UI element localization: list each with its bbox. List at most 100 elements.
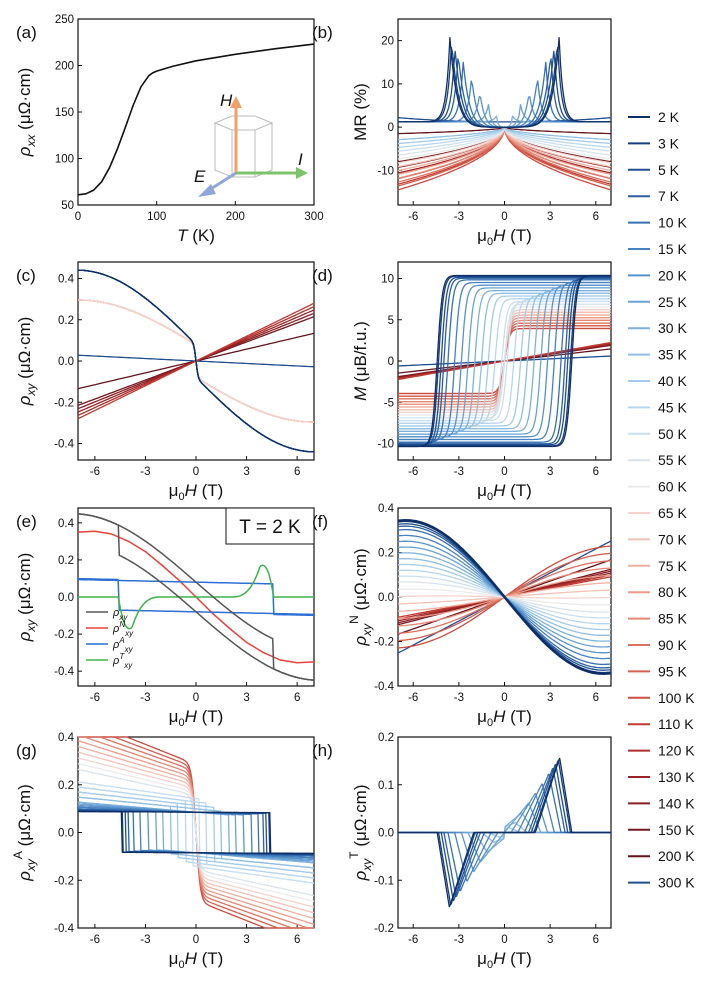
x-tick-label: 6: [593, 692, 599, 704]
y-tick-label: -0.4: [54, 666, 74, 678]
x-tick-label: -3: [454, 934, 464, 946]
magnetization-branch-down-5K: [398, 276, 611, 446]
inset-label-e: E: [194, 167, 206, 186]
panel-label: (d): [312, 266, 333, 285]
x-tick-label: 0: [501, 934, 507, 946]
x-tick-label: 3: [243, 466, 249, 478]
inset-label-i: I: [298, 150, 303, 169]
legend-label: 30 K: [658, 320, 687, 336]
y-tick-label: -10: [377, 439, 394, 451]
magnetization-branch-down-30K: [398, 289, 611, 433]
x-tick-label: -6: [90, 466, 100, 478]
x-tick-label: -6: [408, 692, 418, 704]
x-axis-title: T (K): [177, 226, 215, 245]
magnetization-branch-up-7K: [398, 277, 611, 445]
x-axis-title: μ0H (T): [477, 481, 532, 503]
rho-t-curve-2K: [398, 757, 611, 908]
x-tick-label: 200: [226, 211, 245, 223]
legend-label: 100 K: [658, 690, 695, 706]
x-tick-label: 0: [193, 934, 199, 946]
legend-item: 300 K: [628, 875, 695, 891]
legend-label: 150 K: [658, 822, 695, 838]
legend-item: 20 K: [628, 267, 687, 283]
panel-label: (a): [16, 23, 37, 42]
y-tick-label: 0.2: [378, 548, 394, 560]
mr-curve-75K: [397, 126, 612, 172]
panel-a: 0 100 200 300 50 100 150 200 250 (a) T (K) ρxx (μΩ·…: [15, 14, 324, 245]
legend-item: 2 K: [628, 109, 680, 125]
x-tick-label: 6: [593, 211, 599, 223]
x-tick-label: 6: [593, 466, 599, 478]
panel-label: (e): [16, 512, 37, 531]
panel-e: -6 -3 0 3 6 -0.4 -0.2 0.0 0.2 0.4 (e) μ0H (T) ρxy (μ…: [15, 507, 315, 729]
magnetization-branch-down-55K: [398, 303, 611, 419]
x-tick-label: 6: [294, 466, 300, 478]
x-tick-label: -3: [140, 934, 150, 946]
x-tick-label: -3: [454, 466, 464, 478]
y-tick-label: -0.1: [374, 875, 394, 887]
legend-item: 120 K: [628, 743, 695, 759]
y-tick-label: 0: [388, 356, 394, 368]
legend-item: 200 K: [628, 848, 695, 864]
legend-label: 65 K: [658, 505, 687, 521]
x-axis-title: μ0H (T): [477, 949, 532, 971]
y-tick-label: 0.2: [58, 780, 74, 792]
x-tick-label: -6: [90, 692, 100, 704]
magnetization-branch-down-25K: [398, 287, 611, 435]
legend-label: 25 K: [658, 294, 687, 310]
panel-label: (f): [312, 512, 328, 531]
y-axis-title: ρxyN (μΩ·cm): [347, 548, 374, 646]
y-tick-label: 0.4: [58, 274, 75, 286]
hexagonal-prism: [213, 115, 274, 178]
mr-curve-5K: [398, 50, 611, 128]
rho-a-branch-down-2K: [78, 810, 314, 855]
panel-f: -6 -3 0 3 6 -0.4 -0.2 0.0 0.2 0.4 (f) μ0H (T) ρxyN (…: [312, 503, 612, 729]
legend-item: 30 K: [628, 320, 687, 336]
rho-a-curve-55K: [77, 768, 315, 897]
magnetization-branch-down-2K: [398, 274, 611, 448]
legend-entry: ρTxy: [112, 652, 133, 670]
y-tick-label: 0.0: [378, 828, 394, 840]
panel-h: -6 -3 0 3 6 -0.2 -0.1 0.0 0.1 0.2 (h) μ0H (T) ρxyT (…: [312, 732, 612, 971]
legend-item: 70 K: [628, 531, 687, 547]
temperature-legend: 2 K 3 K 5 K 7 K 10 K 15 K 20 K 25 K 30 K 35 K 40 K…: [628, 109, 695, 891]
x-tick-label: -6: [408, 466, 418, 478]
panel-g: -6 -3 0 3 6 -0.4 -0.2 0.0 0.2 0.4 (g) μ0H (T) ρxyA (…: [11, 732, 315, 971]
legend-label: 3 K: [658, 135, 680, 151]
y-tick-label: -0.4: [54, 439, 74, 451]
legend-label: 40 K: [658, 373, 687, 389]
legend-item: 7 K: [628, 188, 680, 204]
mr-curve-90K: [397, 126, 612, 183]
y-axis-title: ρxy (μΩ·cm): [15, 317, 38, 407]
y-tick-label: 250: [55, 14, 74, 26]
y-axis-title: MR (%): [351, 83, 370, 141]
legend-item: 65 K: [628, 505, 687, 521]
legend-label: 70 K: [658, 531, 687, 547]
x-tick-label: 0: [75, 211, 81, 223]
y-tick-label: 0.0: [58, 828, 74, 840]
panel-d: -6 -3 0 3 6 -10 -5 0 5 10 (d) μ0H (T) M (μB/f.u.): [312, 261, 612, 503]
x-tick-label: 0: [501, 211, 507, 223]
y-tick-label: -0.4: [374, 681, 394, 693]
y-tick-label: -0.2: [54, 875, 74, 887]
legend-label: 20 K: [658, 267, 687, 283]
mr-curve-7K: [398, 58, 611, 128]
x-tick-label: 6: [294, 934, 300, 946]
y-tick-label: -5: [384, 397, 394, 409]
y-tick-label: -0.4: [54, 923, 74, 935]
y-tick-label: 0.1: [378, 780, 394, 792]
x-tick-label: 6: [593, 934, 599, 946]
magnetization-branch-up-2K: [398, 274, 611, 448]
x-tick-label: -6: [408, 211, 418, 223]
magnetization-branch-down-7K: [398, 277, 611, 445]
legend-label: 7 K: [658, 188, 680, 204]
temperature-annotation-box: [225, 507, 315, 545]
x-tick-label: 300: [304, 211, 323, 223]
x-tick-label: -6: [408, 934, 418, 946]
y-tick-label: 0.0: [378, 592, 394, 604]
x-tick-label: -3: [140, 466, 150, 478]
x-tick-label: -3: [454, 211, 464, 223]
legend-label: 50 K: [658, 426, 687, 442]
magnetization-branch-up-5K: [398, 276, 611, 446]
y-axis-title: ρxyT (μΩ·cm): [347, 785, 374, 882]
